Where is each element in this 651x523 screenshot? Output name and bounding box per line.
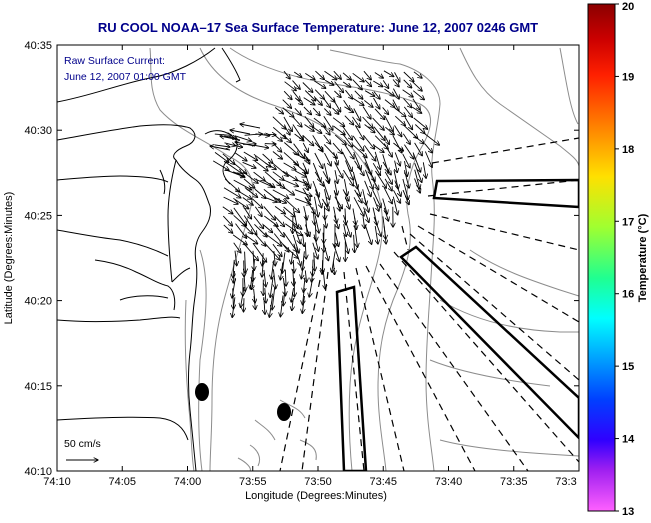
colorbar-tick-label: 18 (622, 144, 634, 156)
x-tick-label: 74:05 (108, 476, 136, 488)
x-tick-label: 73:45 (369, 476, 397, 488)
colorbar-tick-label: 19 (622, 71, 634, 83)
colorbar-tick-label: 15 (622, 361, 634, 373)
x-tick-label: 73:35 (500, 476, 528, 488)
y-tick-label: 40:20 (24, 296, 52, 308)
x-tick-label: 73:40 (435, 476, 463, 488)
current-label-line1: Raw Surface Current: (64, 55, 165, 67)
y-tick-label: 40:35 (24, 40, 52, 52)
x-tick-label: 73:3 (555, 476, 576, 488)
scale-label: 50 cm/s (64, 438, 101, 450)
map-plot-area (57, 45, 579, 471)
buoy-marker (277, 403, 291, 421)
x-axis-label: Longitude (Degrees:Minutes) (245, 490, 387, 502)
current-vector-arrow (322, 260, 323, 274)
colorbar-tick-label: 13 (622, 506, 634, 518)
y-tick-label: 40:15 (24, 381, 52, 393)
y-axis-label: Latitude (Degrees:Minutes) (3, 192, 15, 325)
current-vector-arrow (244, 298, 245, 312)
x-tick-label: 74:00 (174, 476, 202, 488)
colorbar-tick-label: 20 (622, 1, 634, 13)
x-tick-label: 73:50 (304, 476, 332, 488)
colorbar-label: Temperature (°C) (637, 213, 649, 302)
colorbar-tick-label: 14 (622, 434, 635, 446)
y-tick-label: 40:10 (24, 466, 52, 478)
figure-title: RU COOL NOAA–17 Sea Surface Temperature:… (98, 20, 538, 35)
buoy-marker (195, 383, 209, 401)
colorbar-ticks: 20 19 18 17 16 15 14 13 (615, 1, 635, 518)
colorbar (588, 4, 615, 511)
colorbar-tick-label: 17 (622, 216, 634, 228)
y-tick-label: 40:30 (24, 125, 52, 137)
current-label-line2: June 12, 2007 01:00 GMT (64, 71, 187, 83)
y-tick-label: 40:25 (24, 210, 52, 222)
x-tick-label: 73:55 (239, 476, 267, 488)
colorbar-tick-label: 16 (622, 289, 634, 301)
